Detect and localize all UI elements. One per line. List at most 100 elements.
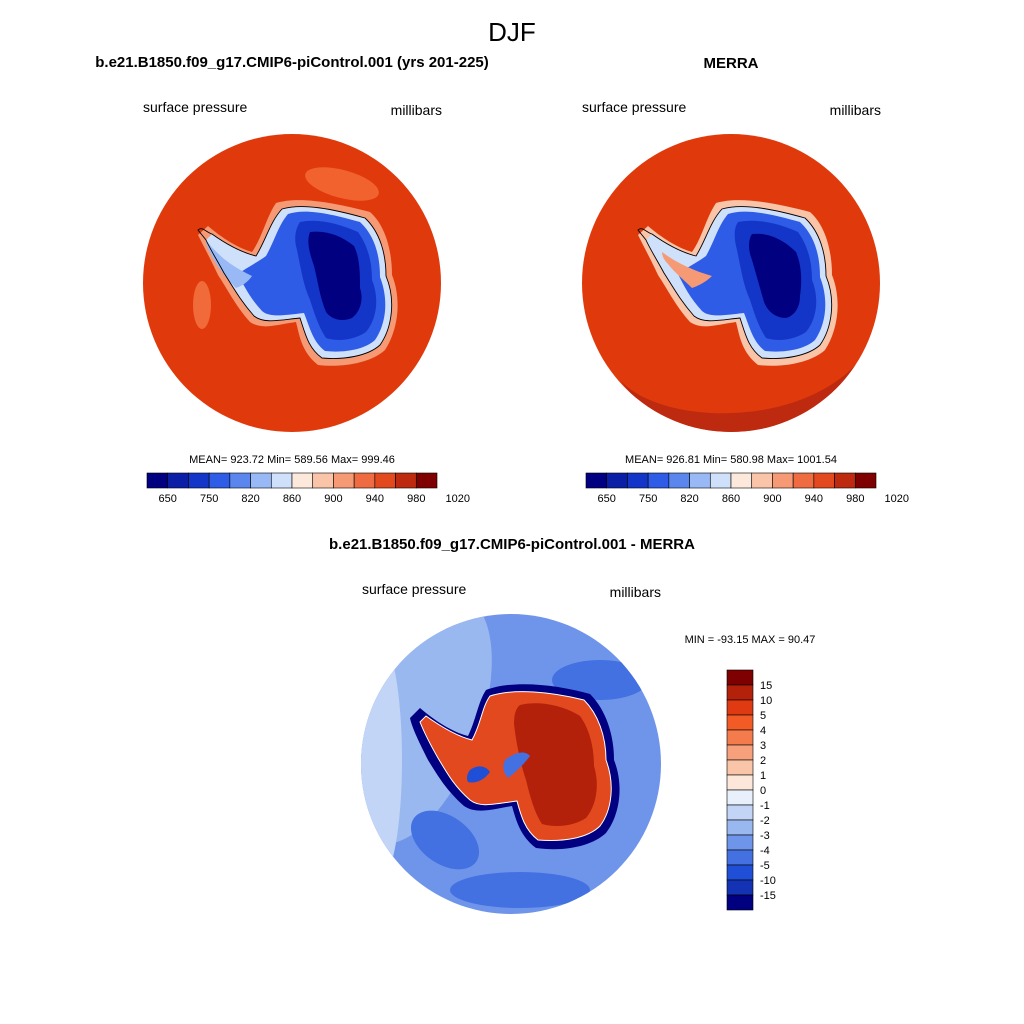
map-obs-plateau-core [749,233,802,318]
colorbar-obs-tick-label: 980 [846,493,864,505]
figure-title: DJF [488,17,536,47]
colorbar-diff-tick-label: 0 [760,785,766,797]
map-diff-light-band [361,640,402,880]
colorbar-diff-tick-label: 2 [760,755,766,767]
colorbar-diff-tick-label: 15 [760,680,772,692]
colorbar-model-swatch [374,472,396,489]
colorbar-diff-swatch [726,714,754,731]
map-model-plateau-core [308,231,362,320]
panel-diff-variable-label: surface pressure [362,581,466,597]
panel-model-units-label: millibars [391,102,442,118]
colorbar-diff-tick-label: 10 [760,695,772,707]
colorbar-model-tick-label: 650 [159,493,177,505]
colorbar-model-swatch [415,472,438,489]
map-diff-negative-streak [466,766,490,783]
panel-model-variable-label: surface pressure [143,99,247,115]
colorbar-obs: 650 750 820 860 900 940 980 1020 [585,472,909,505]
colorbar-obs-tick-label: 750 [639,493,657,505]
panel-obs-title: MERRA [704,55,759,72]
colorbar-obs-swatch [689,472,711,489]
colorbar-obs-swatch [585,472,608,489]
panel-diff-units-label: millibars [610,584,661,600]
map-diff-low-anomaly [410,810,480,870]
colorbar-diff-swatch [726,879,754,896]
colorbar-obs-swatch [627,472,649,489]
colorbar-diff-swatch [726,759,754,776]
panel-obs-variable-label: surface pressure [582,99,686,115]
colorbar-obs-swatch [668,472,690,489]
colorbar-model-swatch [353,472,376,489]
colorbar-model-swatch [146,472,169,489]
colorbar-model-swatch [395,472,417,489]
colorbar-diff-tick-label: -1 [760,800,770,812]
colorbar-model-tick-label: 820 [241,493,259,505]
colorbar-diff-swatch [726,744,754,761]
colorbar-diff-swatch [726,849,754,866]
colorbar-diff-tick-label: -15 [760,890,776,902]
panel-diff-stats: MIN = -93.15 MAX = 90.47 [685,634,816,646]
colorbar-model-swatch [208,472,231,489]
colorbar-diff-swatch [726,894,754,911]
colorbar-model-tick-label: 940 [366,493,384,505]
colorbar-model-tick-label: 980 [407,493,425,505]
colorbar-diff-tick-label: 5 [760,710,766,722]
colorbar-obs-swatch [730,472,753,489]
map-diff-low-anomaly [552,660,648,700]
colorbar-diff-tick-label: -2 [760,815,770,827]
colorbar-diff-swatch [726,669,754,686]
colorbar-obs-swatch [854,472,877,489]
colorbar-diff-swatch [726,684,754,701]
colorbar-model-tick-label: 1020 [445,493,469,505]
colorbar-model-swatch [250,472,272,489]
colorbar-diff-tick-label: 4 [760,725,766,737]
map-diff-continent-anomaly-peak [514,703,597,826]
colorbar-obs-tick-label: 1020 [884,493,908,505]
colorbar-obs-tick-label: 860 [722,493,740,505]
colorbar-obs-swatch [751,472,773,489]
colorbar-diff-swatch [726,729,754,746]
colorbar-obs-swatch [606,472,628,489]
panel-model-title: b.e21.B1850.f09_g17.CMIP6-piControl.001 … [95,54,489,71]
colorbar-model-tick-label: 860 [283,493,301,505]
colorbar-diff-tick-label: 3 [760,740,766,752]
map-obs-dark-rim [620,360,860,432]
colorbar-obs-tick-label: 820 [680,493,698,505]
colorbar-obs-swatch [834,472,856,489]
colorbar-model-swatch [167,472,189,489]
colorbar-model-swatch [270,472,293,489]
map-obs [582,134,880,432]
colorbar-model: 650 750 820 860 900 940 980 1020 [146,472,470,505]
colorbar-obs-tick-label: 940 [805,493,823,505]
map-obs-coastline [637,206,833,359]
colorbar-obs-swatch [772,472,794,489]
map-model-high-pressure-patch [193,281,211,329]
colorbar-diff-swatch [726,789,754,806]
colorbar-obs-swatch [813,472,835,489]
map-model-high-pressure-patch [305,167,379,201]
map-model-peninsula [206,240,252,288]
colorbar-obs-tick-label: 900 [763,493,781,505]
colorbar-obs-swatch [647,472,670,489]
map-diff-low-anomaly [450,872,590,908]
colorbar-diff-tick-label: 1 [760,770,766,782]
colorbar-diff-tick-label: -3 [760,830,770,842]
map-model-coastline [197,206,393,359]
map-diff-coastline [419,691,612,841]
colorbar-model-swatch [188,472,210,489]
colorbar-model-swatch [229,472,251,489]
panel-obs-units-label: millibars [830,102,881,118]
colorbar-diff-swatch [726,804,754,821]
colorbar-model-swatch [312,472,334,489]
colorbar-model-swatch [291,472,314,489]
map-diff [361,614,661,914]
map-obs-peninsula [662,252,712,288]
colorbar-diff-swatch [726,834,754,851]
colorbar-diff-tick-label: -5 [760,860,770,872]
colorbar-obs-swatch [792,472,815,489]
colorbar-diff-swatch [726,864,754,881]
colorbar-diff-swatch [726,819,754,836]
colorbar-diff-swatch [726,699,754,716]
colorbar-model-tick-label: 900 [324,493,342,505]
